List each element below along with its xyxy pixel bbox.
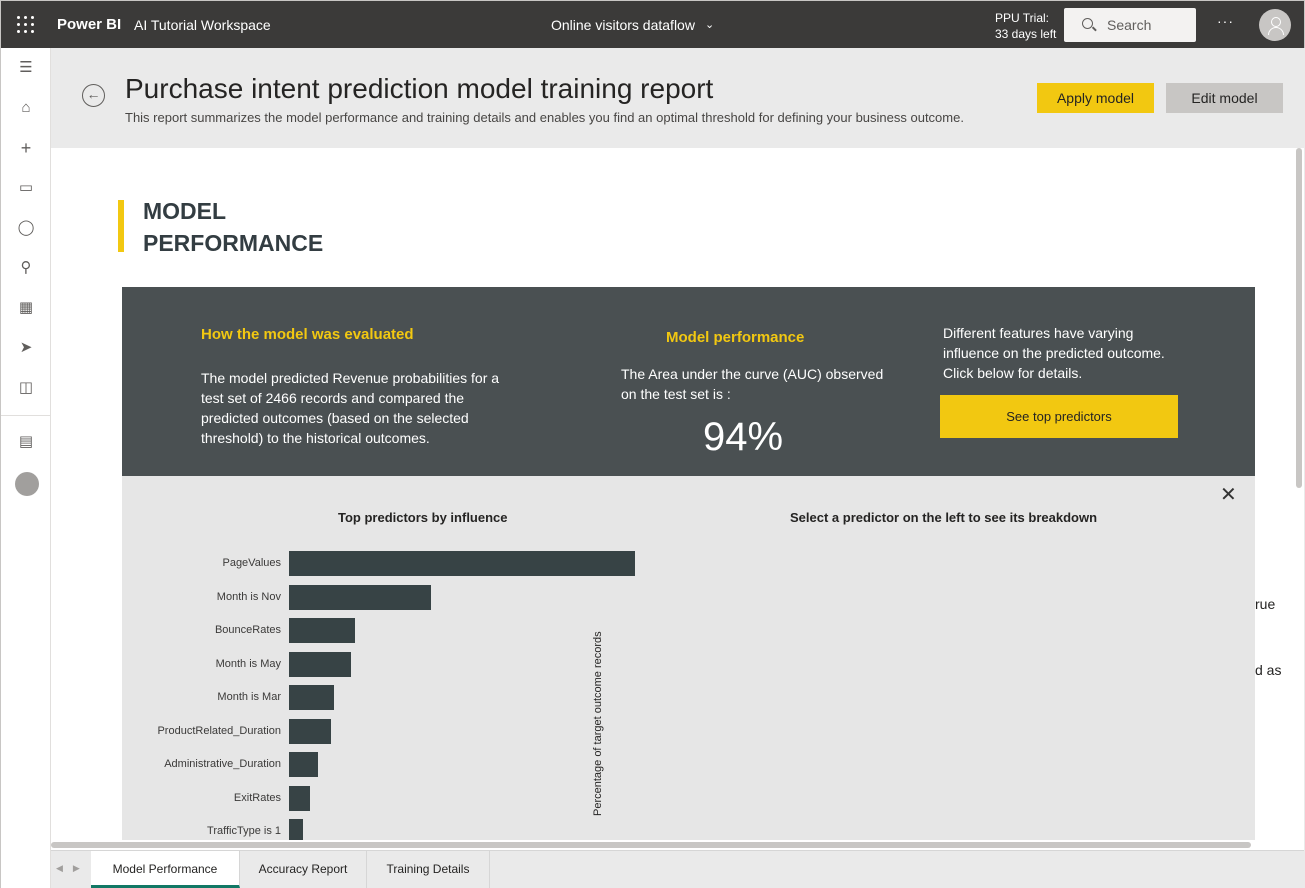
more-options-icon[interactable]: ··· [1217, 13, 1234, 29]
horizontal-scrollbar[interactable] [51, 840, 1294, 850]
page-header: ← Purchase intent prediction model train… [51, 48, 1304, 148]
predictor-bar[interactable] [289, 752, 318, 777]
predictor-label: Month is May [215, 657, 281, 670]
predictors-panel: ✕ Top predictors by influence Select a p… [122, 476, 1255, 850]
search-placeholder: Search [1107, 17, 1152, 33]
trial-status: PPU Trial: 33 days left [995, 10, 1056, 42]
trial-days-left: 33 days left [995, 27, 1057, 41]
brand-label[interactable]: Power BI [57, 16, 122, 33]
left-navigation: ☰ ⌂ + ▭ ◯ ⚲ ▦ ➤ ◫ ▤ [0, 48, 51, 888]
report-canvas: MODEL PERFORMANCE How the model was eval… [51, 148, 1294, 850]
vertical-scrollbar[interactable] [1294, 148, 1304, 850]
tab-scroll-arrows-icon[interactable]: ◀▶ [56, 863, 90, 873]
hamburger-icon[interactable]: ☰ [19, 59, 33, 76]
home-icon[interactable]: ⌂ [21, 99, 31, 116]
predictor-label: Month is Nov [216, 590, 281, 603]
edit-model-button[interactable]: Edit model [1166, 83, 1283, 113]
app-launcher-icon[interactable] [17, 16, 35, 34]
right-axis-label: Percentage of target outcome records [592, 631, 604, 816]
learn-icon[interactable]: ➤ [19, 339, 33, 356]
search-icon [1082, 18, 1093, 29]
predictor-bar[interactable] [289, 584, 431, 610]
page-title: Purchase intent prediction model trainin… [125, 73, 714, 104]
datahub-icon[interactable]: ◯ [17, 219, 35, 236]
truncated-text-1: rue [1255, 596, 1276, 612]
close-icon[interactable]: ✕ [1220, 484, 1237, 506]
tab-training-details[interactable]: Training Details [367, 851, 490, 888]
perf-text: The Area under the curve (AUC) observed … [621, 366, 884, 402]
left-chart-title: Top predictors by influence [338, 510, 508, 525]
section-title-line1: MODEL [143, 198, 227, 224]
section-title: MODEL PERFORMANCE [143, 195, 363, 259]
dataflow-title[interactable]: Online visitors dataflow [551, 17, 695, 33]
apply-model-button[interactable]: Apply model [1037, 83, 1154, 113]
create-icon[interactable]: + [20, 138, 32, 158]
top-bar: Power BI AI Tutorial Workspace Online vi… [0, 0, 1305, 48]
page-tabs: ◀▶ Model Performance Accuracy Report Tra… [51, 850, 1304, 888]
right-chart-title: Select a predictor on the left to see it… [790, 510, 1098, 525]
apps-icon[interactable]: ▦ [18, 299, 34, 316]
predictor-bar[interactable] [289, 685, 334, 710]
tab-model-performance[interactable]: Model Performance [91, 851, 240, 888]
predictor-bar[interactable] [289, 651, 351, 677]
predictor-label: PageValues [222, 557, 281, 569]
vertical-scroll-thumb[interactable] [1296, 148, 1302, 488]
truncated-text-2: d as [1255, 662, 1282, 678]
tab-accuracy-report[interactable]: Accuracy Report [240, 851, 367, 888]
search-box[interactable]: Search [1064, 8, 1196, 42]
predictor-bar[interactable] [289, 618, 355, 643]
predictor-bar[interactable] [289, 785, 310, 811]
page-subtitle: This report summarizes the model perform… [125, 110, 964, 125]
back-arrow-icon[interactable]: ← [82, 84, 105, 107]
predictor-label: Month is Mar [217, 691, 281, 703]
trial-label: PPU Trial: [995, 11, 1050, 25]
eval-text: The model predicted Revenue probabilitie… [201, 370, 500, 446]
see-top-predictors-button[interactable]: See top predictors [940, 395, 1178, 438]
workspace-breadcrumb[interactable]: AI Tutorial Workspace [134, 17, 271, 33]
browse-icon[interactable]: ▭ [18, 179, 34, 196]
book-icon[interactable]: ◫ [18, 379, 34, 396]
perf-heading: Model performance [666, 329, 805, 346]
predictor-bar[interactable] [289, 819, 303, 844]
goals-icon[interactable]: ⚲ [20, 259, 32, 276]
predictor-bar[interactable] [289, 551, 635, 576]
eval-heading: How the model was evaluated [201, 326, 414, 343]
auc-value: 94% [703, 415, 784, 459]
predictor-bar[interactable] [289, 718, 331, 744]
workspace-avatar-icon[interactable] [15, 472, 39, 496]
nav-divider [1, 415, 51, 416]
horizontal-scroll-thumb[interactable] [51, 842, 1251, 848]
predictor-label: BounceRates [214, 624, 281, 636]
section-title-line2: PERFORMANCE [143, 230, 324, 256]
account-avatar[interactable] [1259, 9, 1291, 41]
chevron-down-icon[interactable]: ⌄ [705, 19, 715, 31]
model-summary-panel: How the model was evaluated The model pr… [122, 287, 1255, 476]
predictor-label: Administrative_Duration [164, 758, 281, 770]
predictor-label: ProductRelated_Duration [157, 724, 281, 737]
predictor-label: TrafficType is 1 [207, 825, 281, 837]
features-text: Different features have varying influenc… [943, 325, 1165, 381]
predictor-label: ExitRates [233, 791, 281, 804]
workspaces-icon[interactable]: ▤ [18, 433, 34, 450]
section-accent-bar [118, 200, 124, 252]
